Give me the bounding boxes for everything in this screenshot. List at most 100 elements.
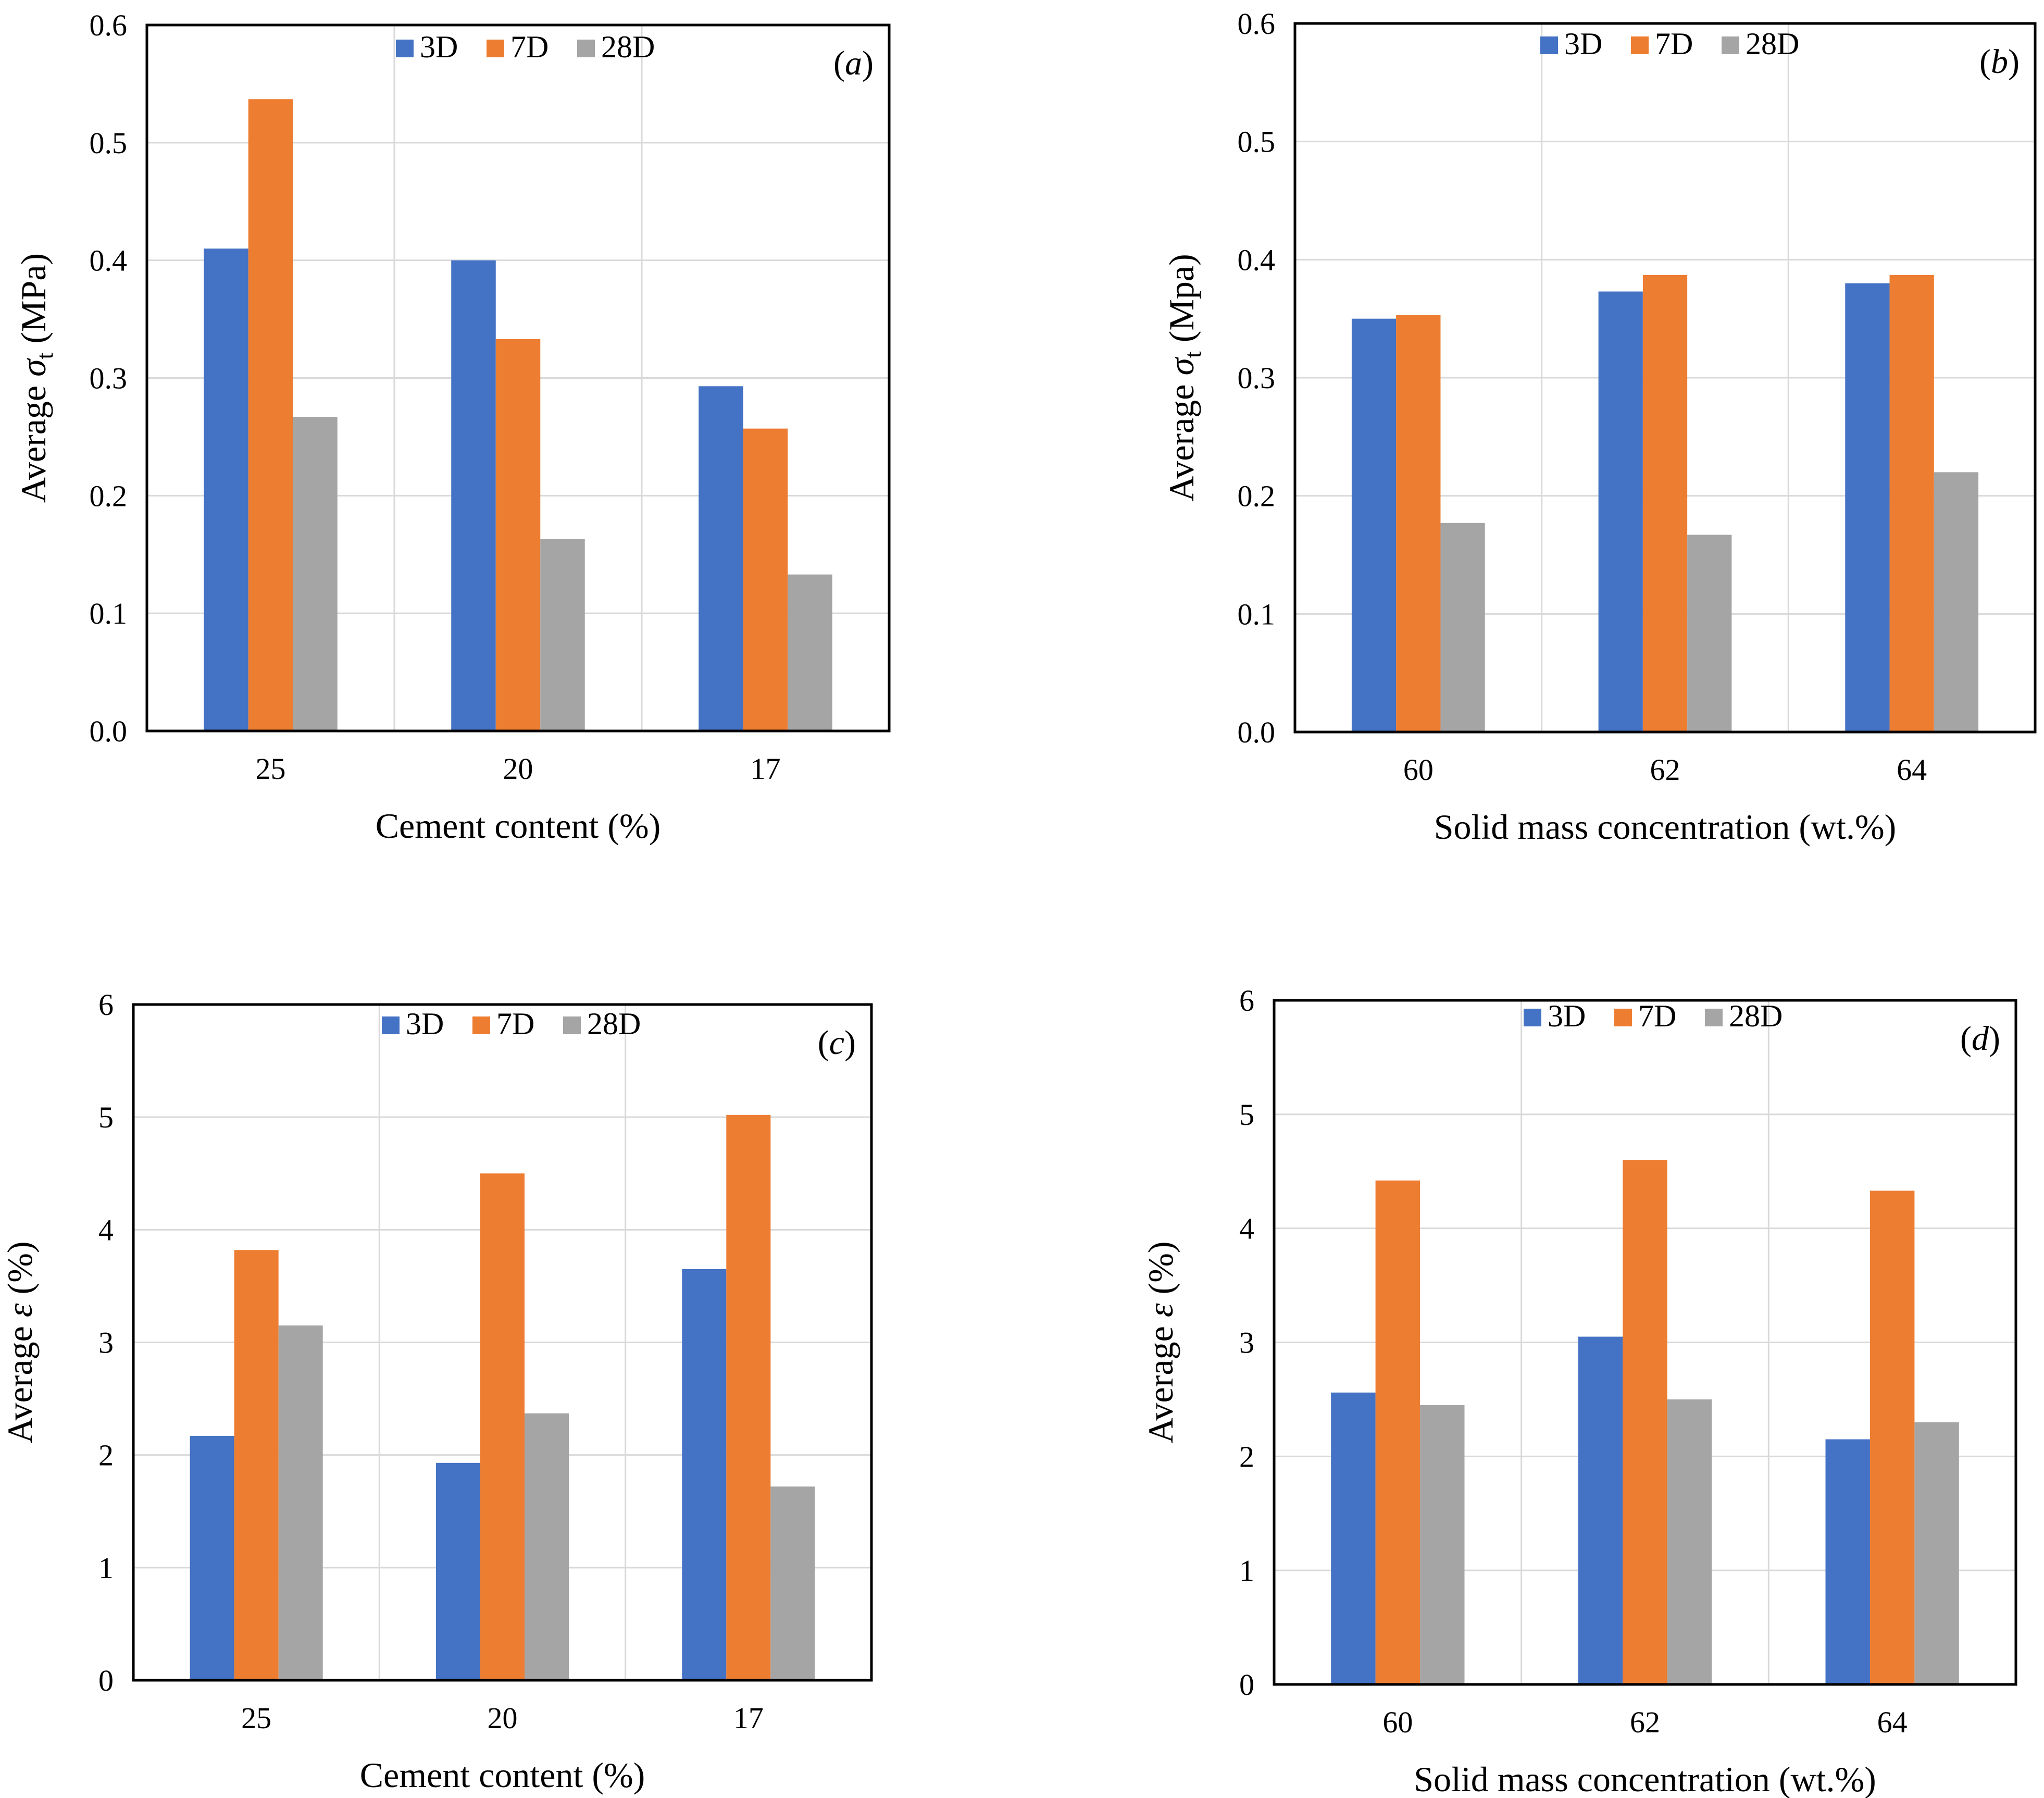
- y-axis-title-prefix: Average: [0, 1317, 40, 1443]
- y-tick-label: 3: [1239, 1326, 1254, 1360]
- y-tick-label: 0.2: [1238, 479, 1276, 513]
- panel-label: (b): [1979, 43, 2020, 81]
- x-axis-title: Cement content (%): [376, 806, 661, 846]
- x-tick-label: 20: [488, 1701, 518, 1735]
- plot-frame: [132, 1003, 873, 1682]
- y-axis-title-subscript: t: [31, 352, 58, 359]
- y-tick-label: 0.3: [90, 362, 128, 395]
- legend-label-3D: 3D: [420, 30, 458, 64]
- bar-28D-20: [540, 539, 585, 731]
- y-tick-label: 0.2: [90, 479, 128, 513]
- legend-label-3D: 3D: [1548, 999, 1586, 1033]
- y-axis-title-symbol: ε: [0, 1303, 40, 1317]
- x-tick-label: 60: [1403, 753, 1434, 787]
- bar-7D-25: [248, 99, 293, 731]
- y-axis-title-prefix: Average: [14, 377, 53, 503]
- panel-label: (a): [833, 44, 874, 82]
- plot-frame: [145, 23, 891, 733]
- legend-label-28D: 28D: [587, 1007, 641, 1041]
- y-tick-label: 6: [1239, 984, 1254, 1018]
- plot-frame: [1293, 22, 2037, 734]
- x-tick-label: 64: [1877, 1705, 1908, 1739]
- legend-swatch-3D: [382, 1016, 400, 1034]
- bar-3D-60: [1351, 318, 1397, 732]
- bar-3D-20: [451, 260, 496, 731]
- legend-swatch-3D: [1540, 36, 1558, 54]
- bar-7D-64: [1889, 275, 1934, 732]
- y-axis-title-symbol: ε: [1141, 1303, 1180, 1317]
- legend-swatch-7D: [487, 40, 504, 57]
- bar-28D-64: [1914, 1422, 1959, 1684]
- bar-28D-20: [525, 1413, 569, 1680]
- bar-28D-62: [1667, 1399, 1712, 1684]
- y-tick-label: 5: [98, 1100, 114, 1134]
- legend-swatch-7D: [1631, 36, 1649, 54]
- legend-swatch-3D: [396, 40, 414, 57]
- legend-label-7D: 7D: [510, 30, 549, 64]
- bar-7D-25: [234, 1250, 279, 1680]
- x-tick-label: 17: [733, 1701, 764, 1735]
- legend-label-7D: 7D: [1655, 27, 1693, 61]
- bar-28D-60: [1440, 523, 1485, 732]
- y-tick-label: 0.1: [1238, 597, 1276, 631]
- y-tick-label: 0.4: [1238, 243, 1276, 277]
- chart-panel-c: 0 1 2 3 4 5 6 25 20 17 Cement content (%) Average ε…: [0, 988, 873, 1795]
- bar-28D-25: [293, 417, 338, 731]
- legend-label-3D: 3D: [406, 1007, 444, 1041]
- y-tick-label: 6: [98, 988, 114, 1022]
- x-axis-title: Cement content (%): [360, 1755, 645, 1795]
- y-tick-label: 0.0: [90, 714, 128, 748]
- x-tick-label: 60: [1382, 1705, 1413, 1739]
- y-tick-label: 4: [98, 1213, 114, 1247]
- y-axis-title-suffix: (%): [0, 1242, 40, 1304]
- bar-7D-62: [1623, 1160, 1667, 1684]
- legend-swatch-3D: [1524, 1009, 1541, 1026]
- bar-7D-60: [1396, 315, 1441, 732]
- y-tick-label: 2: [98, 1439, 114, 1472]
- bar-3D-17: [699, 386, 743, 731]
- legend-label-28D: 28D: [1729, 999, 1783, 1033]
- legend-label-3D: 3D: [1564, 27, 1602, 61]
- y-axis-title-prefix: Average: [1141, 1317, 1180, 1443]
- y-tick-label: 2: [1239, 1440, 1254, 1473]
- y-axis-title: Average σt (Mpa): [1162, 254, 1206, 502]
- y-axis-title-symbol: σ: [1162, 357, 1201, 376]
- y-tick-label: 0.4: [90, 244, 128, 278]
- legend-swatch-28D: [563, 1016, 581, 1034]
- x-axis-title: Solid mass concentration (wt.%): [1414, 1759, 1876, 1798]
- bar-3D-62: [1598, 291, 1643, 732]
- x-tick-label: 62: [1650, 753, 1680, 787]
- bar-7D-17: [726, 1114, 771, 1680]
- bar-3D-25: [204, 249, 248, 731]
- bar-28D-17: [770, 1486, 815, 1680]
- chart-panel-a: 0.0 0.1 0.2 0.3 0.4 0.5 0.6 25 20 17 Cement conten…: [14, 8, 891, 846]
- legend-label-7D: 7D: [1638, 999, 1676, 1033]
- bar-7D-17: [743, 428, 788, 731]
- x-tick-label: 25: [241, 1701, 271, 1735]
- y-axis-title-suffix: (MPa): [14, 253, 53, 353]
- bar-7D-64: [1869, 1191, 1915, 1684]
- bar-3D-60: [1331, 1392, 1376, 1684]
- x-axis-title: Solid mass concentration (wt.%): [1434, 807, 1897, 847]
- bar-28D-62: [1687, 535, 1732, 732]
- bar-3D-64: [1825, 1439, 1870, 1684]
- legend-label-7D: 7D: [496, 1007, 534, 1041]
- x-tick-label: 25: [256, 752, 286, 786]
- bar-28D-25: [278, 1325, 323, 1680]
- x-tick-label: 64: [1897, 753, 1927, 787]
- bar-3D-64: [1845, 283, 1890, 732]
- plot-frame: [1273, 999, 2017, 1686]
- y-tick-label: 3: [98, 1326, 114, 1360]
- x-tick-label: 20: [503, 752, 533, 786]
- y-tick-label: 0: [98, 1664, 114, 1697]
- bar-3D-25: [190, 1435, 234, 1680]
- bar-28D-17: [788, 574, 832, 731]
- legend-swatch-28D: [1705, 1009, 1723, 1026]
- y-axis-title: Average ε (%): [1141, 1242, 1180, 1444]
- x-tick-label: 62: [1630, 1705, 1660, 1739]
- x-tick-label: 17: [751, 752, 781, 786]
- bar-28D-64: [1934, 472, 1979, 732]
